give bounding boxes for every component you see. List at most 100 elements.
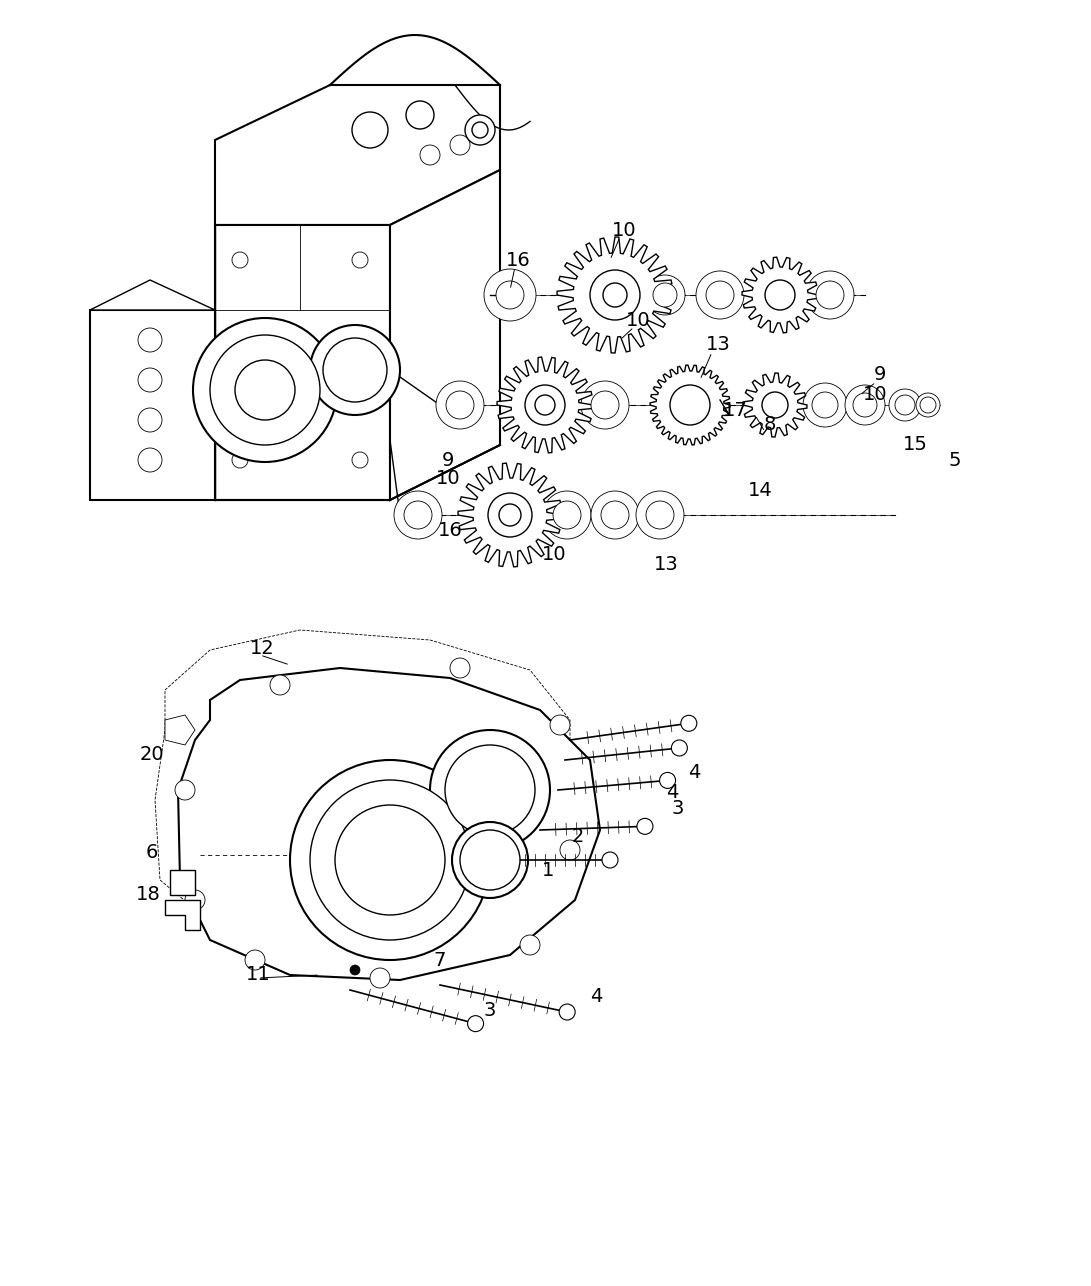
Circle shape (696, 271, 744, 319)
Circle shape (137, 408, 161, 432)
Circle shape (765, 280, 795, 310)
Text: 10: 10 (863, 386, 887, 405)
Circle shape (406, 102, 434, 129)
Text: 6: 6 (146, 844, 158, 863)
Circle shape (232, 451, 248, 468)
Circle shape (762, 392, 788, 418)
Text: 10: 10 (542, 545, 566, 565)
Circle shape (535, 395, 555, 415)
Circle shape (660, 773, 675, 788)
Circle shape (550, 715, 570, 736)
Text: 16: 16 (437, 521, 463, 540)
Circle shape (235, 360, 295, 421)
Polygon shape (743, 373, 807, 437)
Circle shape (245, 950, 265, 970)
Polygon shape (89, 280, 215, 310)
Circle shape (812, 392, 838, 418)
Circle shape (394, 491, 442, 539)
Circle shape (560, 840, 580, 860)
Polygon shape (165, 900, 200, 930)
Text: 1: 1 (542, 860, 554, 880)
Circle shape (806, 271, 854, 319)
Circle shape (853, 394, 877, 417)
Circle shape (591, 391, 619, 419)
Circle shape (499, 504, 521, 526)
Circle shape (803, 383, 847, 427)
Text: 9: 9 (874, 365, 886, 385)
Text: 5: 5 (949, 450, 961, 469)
Circle shape (310, 325, 400, 415)
Circle shape (436, 381, 484, 430)
Text: 13: 13 (706, 336, 730, 355)
Circle shape (670, 385, 710, 424)
Circle shape (520, 935, 540, 955)
Circle shape (654, 283, 678, 307)
Circle shape (460, 829, 520, 890)
Text: 10: 10 (625, 310, 650, 329)
Circle shape (335, 805, 445, 916)
Circle shape (193, 318, 337, 462)
Circle shape (420, 145, 440, 165)
Circle shape (601, 502, 630, 529)
Circle shape (452, 822, 528, 898)
Circle shape (681, 715, 697, 732)
Circle shape (560, 1004, 575, 1020)
Text: 16: 16 (505, 251, 530, 270)
Polygon shape (650, 365, 730, 445)
Circle shape (352, 451, 368, 468)
Circle shape (602, 853, 618, 868)
Text: 4: 4 (590, 986, 602, 1006)
Circle shape (352, 112, 388, 148)
Polygon shape (558, 237, 673, 352)
Circle shape (543, 491, 591, 539)
Circle shape (446, 391, 473, 419)
Text: 10: 10 (612, 220, 636, 239)
Text: 18: 18 (135, 886, 160, 904)
Circle shape (137, 448, 161, 472)
Circle shape (445, 745, 535, 835)
Circle shape (646, 502, 674, 529)
Text: 15: 15 (902, 436, 927, 454)
Text: 12: 12 (250, 639, 274, 657)
Circle shape (468, 1016, 483, 1031)
Text: 3: 3 (483, 1001, 496, 1020)
Polygon shape (497, 358, 594, 453)
Circle shape (430, 730, 550, 850)
Circle shape (889, 388, 921, 421)
Circle shape (185, 890, 205, 910)
Circle shape (637, 818, 652, 835)
Circle shape (175, 781, 195, 800)
Circle shape (591, 491, 639, 539)
Circle shape (209, 334, 320, 445)
Polygon shape (89, 310, 215, 500)
Circle shape (472, 122, 488, 138)
Text: 3: 3 (672, 799, 684, 818)
Circle shape (636, 491, 684, 539)
Text: 9: 9 (442, 450, 454, 469)
Circle shape (816, 282, 844, 309)
Circle shape (350, 964, 360, 975)
Text: 4: 4 (687, 763, 700, 782)
Circle shape (310, 781, 470, 940)
Text: 17: 17 (722, 400, 747, 419)
Circle shape (553, 502, 582, 529)
Circle shape (496, 282, 524, 309)
Polygon shape (389, 170, 500, 500)
Text: 20: 20 (140, 746, 165, 764)
Text: 2: 2 (572, 827, 584, 845)
Text: 7: 7 (434, 950, 446, 970)
Circle shape (916, 394, 940, 417)
Text: 10: 10 (435, 468, 460, 487)
Circle shape (484, 269, 536, 322)
Text: 8: 8 (764, 415, 776, 435)
Circle shape (920, 397, 936, 413)
Polygon shape (215, 225, 389, 500)
Circle shape (269, 675, 290, 694)
Polygon shape (458, 463, 562, 567)
Circle shape (525, 385, 565, 424)
Text: 4: 4 (666, 782, 679, 801)
Circle shape (290, 760, 490, 961)
Circle shape (137, 328, 161, 352)
Circle shape (582, 381, 630, 430)
Circle shape (449, 658, 470, 678)
